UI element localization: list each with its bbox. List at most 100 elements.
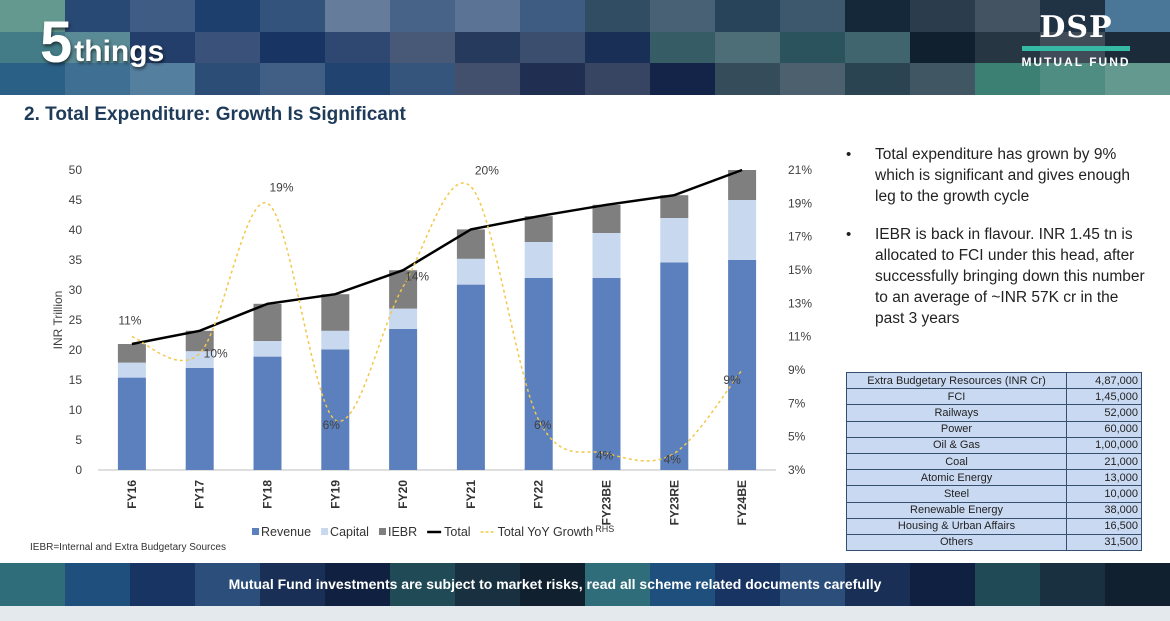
- logo-underline: [1022, 46, 1130, 51]
- ebr-table: Extra Budgetary Resources (INR Cr) 4,87,…: [846, 371, 1142, 552]
- mosaic-tile: [780, 31, 845, 64]
- y-tick-label: 30: [69, 283, 83, 297]
- mosaic-tile: [715, 31, 780, 64]
- y2-tick-label: 3%: [788, 463, 806, 477]
- bar-iebr: [728, 170, 757, 200]
- legend-swatch: [321, 528, 329, 535]
- x-tick-label: FY23BE: [600, 480, 614, 525]
- total-line: [131, 168, 743, 346]
- bar-revenue: [524, 278, 553, 470]
- bar-capital: [660, 218, 689, 263]
- header-banner: 5 things DSP MUTUAL FUND: [0, 0, 1170, 95]
- table-cell-name: Others: [846, 533, 1067, 552]
- mosaic-tile: [715, 0, 780, 32]
- bar-iebr: [185, 330, 214, 352]
- y-tick-label: 50: [69, 163, 83, 177]
- table-row: Oil & Gas 1,00,000: [846, 436, 1142, 454]
- mosaic-tile: [1040, 563, 1105, 606]
- mosaic-tile: [845, 0, 910, 32]
- table-row: FCI 1,45,000: [846, 388, 1142, 406]
- mosaic-tile: [845, 31, 910, 64]
- mosaic-tile: [1040, 0, 1105, 32]
- footnote: IEBR=Internal and Extra Budgetary Source…: [30, 542, 226, 553]
- bar-revenue: [253, 356, 282, 470]
- mosaic-tile: [260, 31, 325, 64]
- mosaic-tile: [65, 31, 130, 64]
- bar-capital: [456, 258, 485, 285]
- mosaic-tile: [650, 0, 715, 32]
- mosaic-tile: [1040, 63, 1105, 95]
- growth-data-label: 20%: [475, 164, 499, 178]
- y-tick-label: 45: [69, 193, 83, 207]
- bar-capital: [389, 308, 418, 329]
- growth-line: [131, 182, 743, 462]
- mosaic-tile: [260, 63, 325, 95]
- disclaimer-text: Mutual Fund investments are subject to m…: [228, 576, 882, 592]
- table-cell-name: Housing & Urban Affairs: [846, 517, 1067, 535]
- bar-revenue: [389, 329, 418, 470]
- bar-revenue: [321, 349, 350, 470]
- mosaic-tile: [195, 0, 260, 32]
- mosaic-tile: [325, 563, 390, 606]
- legend-label: Capital: [330, 525, 369, 539]
- table-cell-value: 52,000: [1066, 404, 1142, 422]
- bar-revenue: [592, 278, 621, 470]
- bar-iebr: [117, 344, 146, 363]
- footer-banner: Mutual Fund investments are subject to m…: [0, 563, 1170, 606]
- y-tick-label: 0: [75, 463, 82, 477]
- mosaic-tile: [975, 0, 1040, 32]
- mosaic-tile: [910, 563, 975, 606]
- bar-iebr: [524, 216, 553, 242]
- table-row: Railways 52,000: [846, 404, 1142, 422]
- bar-iebr: [389, 270, 418, 309]
- growth-data-label: 19%: [269, 180, 293, 194]
- y2-tick-label: 17%: [788, 230, 812, 244]
- table-row: Power 60,000: [846, 420, 1142, 438]
- banner-mosaic: [0, 0, 1170, 95]
- growth-data-label: 4%: [596, 448, 614, 462]
- mosaic-tile: [1105, 0, 1170, 32]
- mosaic-tile: [390, 563, 455, 606]
- legend-label: Total YoY Growth: [498, 525, 594, 539]
- y2-tick-label: 15%: [788, 263, 812, 277]
- table-cell-name: FCI: [846, 388, 1067, 406]
- table-cell-name: Railways: [846, 404, 1067, 422]
- bar-iebr: [321, 294, 350, 331]
- table-cell-value: 1,00,000: [1066, 436, 1142, 454]
- mosaic-tile: [845, 563, 910, 606]
- bar-iebr: [253, 303, 282, 341]
- page-title: 2. Total Expenditure: Growth Is Signific…: [24, 104, 406, 125]
- bar-capital: [117, 362, 146, 378]
- mosaic-tile: [130, 63, 195, 95]
- mosaic-tile: [520, 0, 585, 32]
- mosaic-tile: [520, 563, 585, 606]
- table-cell-name: Oil & Gas: [846, 436, 1067, 454]
- y-tick-label: 35: [69, 253, 83, 267]
- table-cell-value: 10,000: [1066, 485, 1142, 503]
- five-things-brand: 5 things: [40, 14, 164, 72]
- x-tick-label: FY18: [261, 480, 275, 509]
- y2-tick-label: 11%: [788, 330, 811, 344]
- x-tick-label: FY16: [125, 480, 139, 509]
- bar-iebr: [592, 204, 621, 233]
- bottom-strip: [0, 606, 1170, 621]
- mosaic-tile: [130, 31, 195, 64]
- bar-revenue: [728, 260, 757, 470]
- mosaic-tile: [260, 0, 325, 32]
- x-tick-label: FY19: [328, 480, 342, 509]
- mosaic-tile: [1105, 563, 1170, 606]
- mosaic-tile: [585, 31, 650, 64]
- table-cell-name: Renewable Energy: [846, 501, 1067, 519]
- table-cell-name: Extra Budgetary Resources (INR Cr): [846, 371, 1067, 390]
- bullet-item: Total expenditure has grown by 9% which …: [846, 144, 1146, 207]
- y2-tick-label: 19%: [788, 196, 812, 210]
- table-row: Renewable Energy 38,000: [846, 501, 1142, 519]
- x-tick-label: FY24BE: [735, 480, 749, 525]
- table-cell-value: 13,000: [1066, 469, 1142, 487]
- mosaic-tile: [910, 31, 975, 64]
- mosaic-tile: [390, 31, 455, 64]
- table-cell-value: 1,45,000: [1066, 388, 1142, 406]
- y-tick-label: 40: [69, 223, 83, 237]
- mosaic-tile: [390, 0, 455, 32]
- y2-tick-label: 13%: [788, 296, 812, 310]
